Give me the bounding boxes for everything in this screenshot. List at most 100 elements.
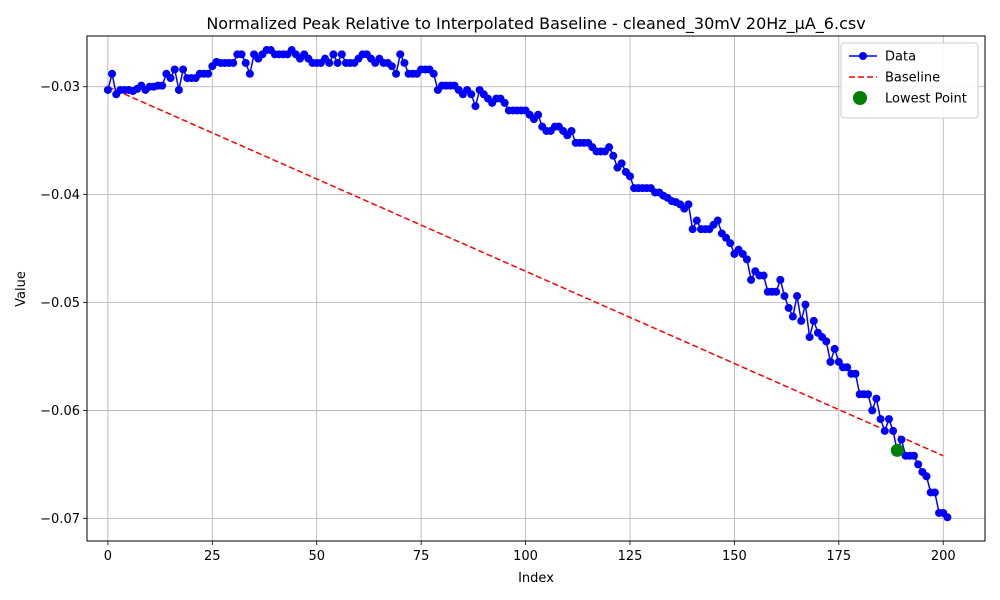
data-point [500, 98, 509, 107]
data-point [830, 344, 839, 353]
data-point [876, 415, 885, 424]
data-point [329, 50, 338, 59]
data-point [884, 415, 893, 424]
plot-area: 0 25 50 75 100 125 150 175 200 −0.03 −0.04 −0.05 −0.… [40, 35, 986, 564]
data-point [241, 58, 250, 67]
data-point [337, 50, 346, 59]
baseline-series [107, 86, 944, 457]
data-point [688, 225, 697, 234]
data-point [400, 58, 409, 67]
data-point [726, 239, 735, 248]
data-point [793, 292, 802, 301]
data-point [759, 271, 768, 280]
data-point [822, 337, 831, 346]
data-point [392, 69, 401, 78]
data-point [467, 90, 476, 99]
data-point [713, 216, 722, 225]
x-tick-label: 125 [618, 549, 643, 564]
data-series [103, 46, 952, 522]
legend-box [840, 42, 979, 119]
data-point [780, 292, 789, 301]
data-point [943, 513, 952, 522]
y-tick-label: −0.06 [40, 404, 80, 419]
legend-label: Data [885, 50, 916, 65]
data-point [108, 69, 117, 78]
data-point [872, 394, 881, 403]
data-point [471, 102, 480, 111]
data-point [617, 159, 626, 168]
data-point [722, 233, 731, 242]
data-point [909, 451, 918, 460]
data-point [387, 62, 396, 71]
chart-title: Normalized Peak Relative to Interpolated… [206, 14, 865, 34]
data-point [922, 472, 931, 481]
data-point [784, 303, 793, 312]
x-tick-label: 75 [413, 549, 430, 564]
data-point [103, 85, 112, 94]
legend-data-marker [859, 52, 867, 60]
data-point [868, 406, 877, 415]
data-point [776, 275, 785, 284]
x-tick-label: 175 [826, 549, 851, 564]
x-tick-label: 200 [931, 549, 956, 564]
data-point [889, 426, 898, 435]
data-point [396, 50, 405, 59]
data-point [567, 126, 576, 135]
data-point [801, 300, 810, 309]
x-tick-label: 100 [513, 549, 538, 564]
y-tick-label: −0.03 [40, 80, 80, 95]
data-point [534, 110, 543, 119]
legend-label: Baseline [885, 71, 940, 86]
x-tick-label: 50 [308, 549, 325, 564]
plot-frame [86, 35, 986, 542]
y-tick-label: −0.07 [40, 512, 80, 527]
y-tick-label: −0.05 [40, 296, 80, 311]
data-point [809, 316, 818, 325]
data-point [174, 85, 183, 94]
data-point [826, 357, 835, 366]
data-point [158, 81, 167, 90]
data-point [805, 333, 814, 342]
data-point [747, 275, 756, 284]
data-point [738, 249, 747, 258]
data-point [797, 316, 806, 325]
data-point [245, 69, 254, 78]
data-point [229, 58, 238, 67]
data-point [166, 74, 175, 83]
y-tick-label: −0.04 [40, 188, 80, 203]
lowest-point-marker [890, 443, 904, 457]
x-axis-label: Index [518, 571, 554, 586]
data-point [930, 488, 939, 497]
grid-lines [87, 36, 985, 541]
data-point [609, 151, 618, 160]
data-point [880, 426, 889, 435]
data-point [170, 65, 179, 74]
data-point [237, 50, 246, 59]
data-point [692, 216, 701, 225]
data-point [897, 435, 906, 444]
legend-lowest-marker [853, 91, 867, 105]
data-point [914, 460, 923, 469]
data-point [333, 58, 342, 67]
baseline-line [107, 86, 944, 457]
data-point [834, 357, 843, 366]
data-point [851, 369, 860, 378]
data-point [864, 390, 873, 399]
data-point [742, 255, 751, 264]
data-point [843, 363, 852, 372]
data-point [684, 200, 693, 209]
lowest-point-series [890, 443, 904, 457]
data-point [204, 69, 213, 78]
data-point [605, 143, 614, 152]
legend-label: Lowest Point [885, 92, 967, 107]
legend-items: Data Baseline Lowest Point [849, 50, 967, 107]
data-point [325, 58, 334, 67]
axis-ticks: 0 25 50 75 100 125 150 175 200 −0.03 −0.04 −0.05 −0.… [40, 80, 955, 564]
data-point [772, 287, 781, 296]
x-tick-label: 150 [722, 549, 747, 564]
data-point [625, 172, 634, 181]
data-point [179, 65, 188, 74]
x-tick-label: 25 [204, 549, 221, 564]
